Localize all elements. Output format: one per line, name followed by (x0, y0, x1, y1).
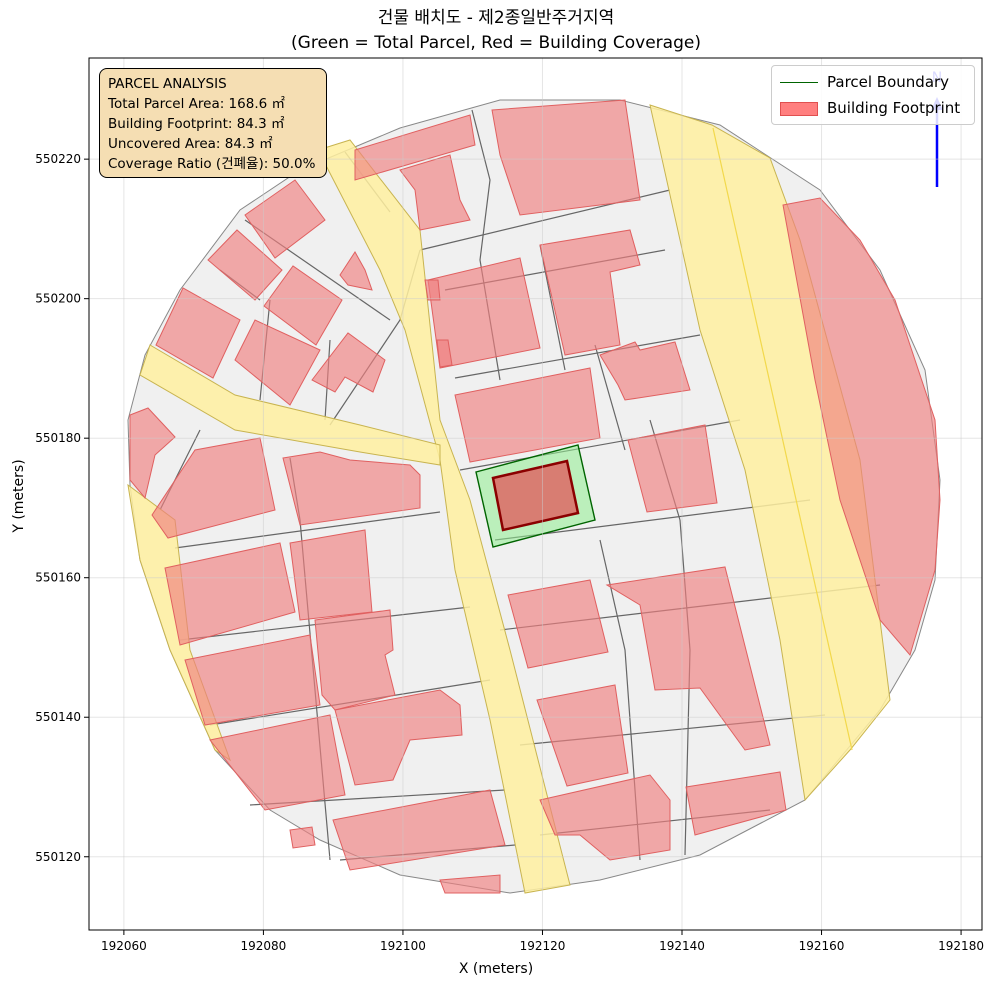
y-tick-label: 550200 (35, 292, 81, 306)
building (399, 154, 471, 231)
road-west-branch (139, 344, 441, 466)
building (289, 826, 316, 849)
y-tick-label: 550220 (35, 152, 81, 166)
building (436, 339, 453, 368)
building (164, 542, 296, 646)
legend-parcel-label: Parcel Boundary (827, 73, 950, 91)
building (491, 99, 641, 216)
building (685, 771, 787, 836)
building (209, 714, 346, 811)
map-title: 건물 배치도 - 제2종일반주거지역 (377, 8, 615, 28)
x-tick-label: 192140 (659, 939, 705, 953)
building (536, 684, 629, 787)
building (263, 265, 343, 346)
x-tick-label: 192120 (520, 939, 566, 953)
building (184, 634, 321, 726)
uncovered-area: Uncovered Area: 84.3 ㎡ (108, 136, 273, 152)
y-tick-label: 550140 (35, 710, 81, 724)
building (334, 689, 463, 786)
building (314, 609, 396, 711)
y-axis-ticks: 550120 550140 550160 550180 550200 550220 (35, 152, 89, 864)
building (129, 407, 176, 500)
building (539, 229, 641, 356)
y-tick-label: 550120 (35, 850, 81, 864)
road-centerline (712, 127, 853, 751)
x-tick-label: 192180 (938, 939, 984, 953)
building (427, 257, 541, 369)
building (354, 114, 476, 181)
map-subtitle: (Green = Total Parcel, Red = Building Co… (291, 33, 701, 53)
analysis-heading: PARCEL ANALYSIS (108, 76, 227, 92)
building (424, 279, 441, 301)
building (782, 197, 941, 657)
plot-frame (88, 57, 983, 931)
building-patch-swatch (780, 101, 818, 116)
total-parcel-area: Total Parcel Area: 168.6 ㎡ (108, 96, 285, 112)
building (439, 874, 501, 894)
map-legend: Parcel Boundary Building Footprint (771, 65, 975, 125)
x-tick-label: 192060 (101, 939, 147, 953)
building (311, 332, 386, 393)
building (289, 529, 373, 621)
road-main-diagonal (317, 139, 571, 894)
building (155, 287, 241, 379)
legend-item-parcel: Parcel Boundary (780, 72, 949, 92)
coverage-ratio: Coverage Ratio (건폐율): 50.0% (108, 156, 316, 172)
building (282, 451, 421, 526)
map-content: N (127, 70, 943, 894)
legend-item-building: Building Footprint (780, 98, 960, 118)
x-tick-label: 192080 (241, 939, 287, 953)
building (627, 424, 718, 513)
legend-building-label: Building Footprint (827, 99, 961, 117)
road-east (649, 104, 891, 802)
x-tick-label: 192100 (380, 939, 426, 953)
x-axis-ticks: 192060 192080 192100 192120 192140 192160 1921… (101, 930, 984, 953)
parcel-line-swatch (780, 82, 818, 83)
building (507, 579, 609, 669)
x-axis-label: X (meters) (458, 961, 534, 977)
y-tick-label: 550180 (35, 431, 81, 445)
building (539, 774, 671, 861)
x-tick-label: 192160 (799, 939, 845, 953)
building (234, 319, 321, 406)
building (332, 789, 506, 871)
building (605, 566, 771, 751)
gridlines (89, 58, 982, 930)
building (339, 251, 373, 291)
parcel-analysis-box: PARCEL ANALYSIS Total Parcel Area: 168.6… (99, 68, 327, 178)
building (151, 437, 276, 539)
building (244, 179, 326, 259)
building-footprint-area: Building Footprint: 84.3 ㎡ (108, 116, 285, 132)
y-tick-label: 550160 (35, 571, 81, 585)
y-axis-label: Y (meters) (11, 459, 27, 533)
